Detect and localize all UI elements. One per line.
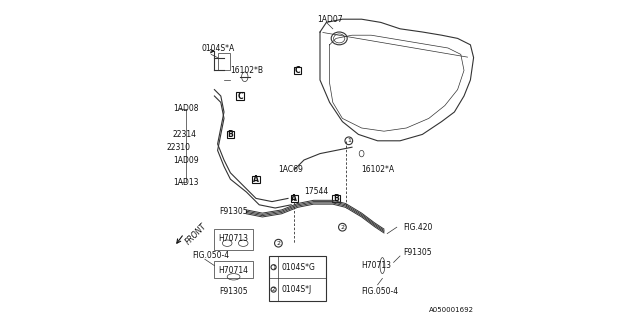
Text: B: B <box>228 130 233 139</box>
Text: 2: 2 <box>272 287 275 292</box>
Text: 1AD07: 1AD07 <box>317 15 342 24</box>
Text: 16102*B: 16102*B <box>230 66 264 75</box>
Bar <box>214 229 253 250</box>
Text: C: C <box>295 66 300 75</box>
Text: 17544: 17544 <box>304 188 328 196</box>
Text: H70713: H70713 <box>362 261 392 270</box>
Text: 22314: 22314 <box>173 130 197 139</box>
Text: FIG.420: FIG.420 <box>403 223 433 232</box>
Text: F91305: F91305 <box>403 248 432 257</box>
Text: 0104S*A: 0104S*A <box>202 44 235 52</box>
Text: F91305: F91305 <box>220 287 248 296</box>
Text: B: B <box>333 194 339 203</box>
Text: FRONT: FRONT <box>184 221 209 246</box>
Text: A: A <box>291 194 298 203</box>
Bar <box>218 53 230 70</box>
Bar <box>252 176 260 183</box>
Text: 1AC69: 1AC69 <box>278 165 303 174</box>
Text: 0104S*J: 0104S*J <box>282 285 312 294</box>
Text: H70714: H70714 <box>219 266 248 275</box>
Text: 2: 2 <box>276 241 280 246</box>
Text: 1: 1 <box>272 265 275 270</box>
Text: 1AD09: 1AD09 <box>173 156 198 164</box>
Text: 0104S*G: 0104S*G <box>282 263 316 272</box>
Text: A050001692: A050001692 <box>429 308 474 313</box>
Bar <box>294 67 301 74</box>
Bar <box>333 195 340 202</box>
Bar <box>237 92 243 100</box>
Text: C: C <box>237 92 243 100</box>
Text: FIG.050-4: FIG.050-4 <box>362 287 399 296</box>
Bar <box>291 195 298 202</box>
Bar <box>269 256 326 301</box>
Text: 1AD13: 1AD13 <box>173 178 198 187</box>
Text: F91305: F91305 <box>220 207 248 216</box>
Text: A: A <box>253 175 259 184</box>
Text: 16102*A: 16102*A <box>362 165 395 174</box>
Text: H70713: H70713 <box>219 234 248 243</box>
Text: 1: 1 <box>347 138 351 143</box>
Text: 22310: 22310 <box>166 143 191 152</box>
Text: 2: 2 <box>340 225 344 230</box>
Bar <box>227 131 234 138</box>
Text: 1AD08: 1AD08 <box>173 104 198 113</box>
Text: FIG.050-4: FIG.050-4 <box>192 252 229 260</box>
Bar <box>214 261 253 278</box>
